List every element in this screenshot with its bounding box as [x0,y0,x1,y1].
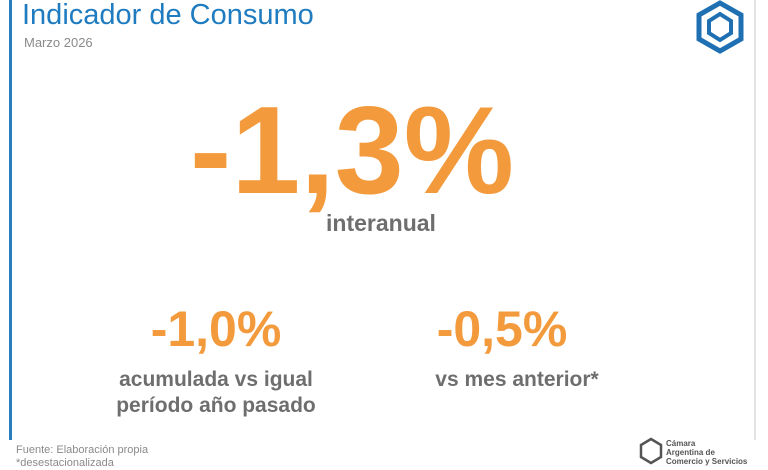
secondary-value: -1,0% [151,301,282,357]
secondary-value: -0,5% [437,301,568,357]
main-value: -1,3% [190,82,514,220]
secondary-label: vs mes anterior* [435,368,599,391]
main-label: interanual [326,210,436,236]
logo-icon [696,0,744,54]
right-border [754,0,756,440]
footer-logo-text: Argentina de [666,448,715,457]
footer-logo-text: Comercio y Servicios [666,457,748,466]
secondary-label: acumulada vs igual [119,368,313,391]
title: Indicador de Consumo [22,0,314,31]
subtitle: Marzo 2026 [24,35,93,50]
left-border [9,0,12,440]
footer-note: *desestacionalizada [16,457,115,469]
footer-source: Fuente: Elaboración propia [16,444,149,456]
footer-logo-icon [639,437,663,465]
footer-logo-text: Cámara [666,439,696,448]
secondary-label: período año pasado [116,394,316,417]
